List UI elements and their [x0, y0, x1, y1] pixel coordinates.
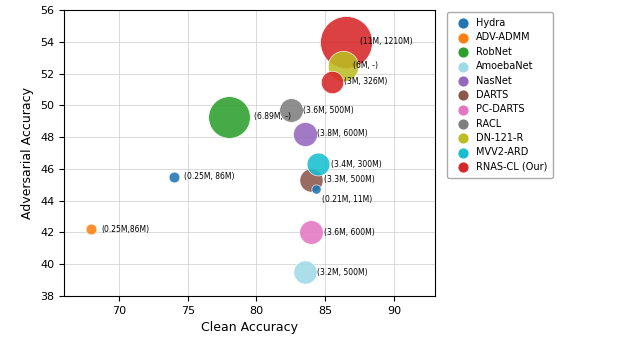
Text: (3.3M, 500M): (3.3M, 500M): [324, 175, 374, 185]
Point: [313, 162, 323, 167]
Point: [327, 79, 337, 84]
Point: [224, 114, 234, 119]
Text: (0.25M, 86M): (0.25M, 86M): [184, 172, 234, 181]
Text: (6M, -): (6M, -): [353, 61, 378, 70]
Text: (3.6M, 500M): (3.6M, 500M): [303, 106, 354, 115]
Point: [300, 269, 310, 275]
Point: [307, 230, 317, 235]
Point: [285, 107, 296, 113]
Text: (3M, 326M): (3M, 326M): [344, 77, 388, 86]
Legend: Hydra, ADV-ADMM, RobNet, AmoebaNet, NasNet, DARTS, PC-DARTS, RACL, DN-121-R, MVV: Hydra, ADV-ADMM, RobNet, AmoebaNet, NasN…: [447, 12, 553, 177]
Text: (11M, 1210M): (11M, 1210M): [360, 37, 412, 47]
Point: [340, 39, 351, 45]
Text: (3.6M, 600M): (3.6M, 600M): [324, 228, 374, 237]
Y-axis label: Adversarial Accuracy: Adversarial Accuracy: [22, 87, 35, 219]
Text: (0.25M,86M): (0.25M,86M): [101, 225, 149, 234]
Text: (3.2M, 500M): (3.2M, 500M): [317, 268, 367, 276]
Text: (6.89M, -): (6.89M, -): [253, 112, 291, 121]
Point: [169, 174, 179, 180]
Point: [300, 131, 310, 137]
Point: [338, 63, 348, 68]
Text: (3.8M, 600M): (3.8M, 600M): [317, 130, 367, 138]
Point: [307, 177, 317, 183]
X-axis label: Clean Accuracy: Clean Accuracy: [201, 321, 298, 334]
Text: (3.4M, 300M): (3.4M, 300M): [331, 159, 381, 169]
Text: (0.21M, 11M): (0.21M, 11M): [323, 194, 372, 204]
Point: [310, 187, 321, 192]
Point: [86, 226, 97, 232]
